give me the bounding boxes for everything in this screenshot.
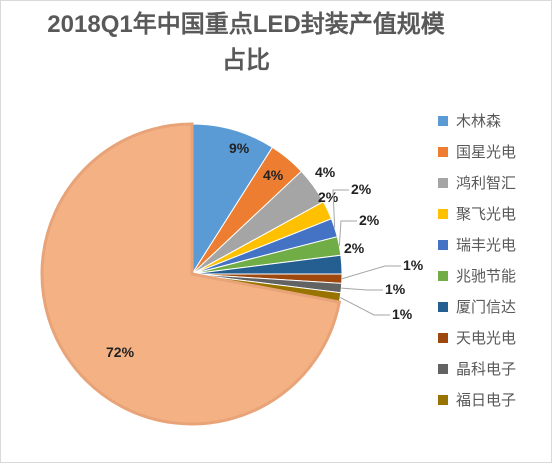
- legend-label: 木林森: [456, 112, 502, 130]
- legend-item: 兆驰节能: [438, 260, 550, 291]
- data-label-7: 2%: [344, 240, 365, 256]
- leader-line-5: [332, 189, 349, 228]
- legend-label: 兆驰节能: [456, 267, 517, 285]
- leader-line-6: [338, 220, 357, 246]
- leader-line-8: [341, 265, 401, 280]
- data-label-2: 4%: [263, 167, 284, 183]
- data-label-6: 2%: [359, 212, 380, 228]
- legend-swatch: [438, 239, 448, 250]
- data-label-3: 4%: [315, 164, 336, 180]
- data-label-4: 2%: [318, 189, 339, 205]
- legend-label: 瑞丰光电: [456, 236, 517, 254]
- legend-swatch: [438, 363, 448, 374]
- pie-chart: 9% 4% 4% 2% 2% 2% 2% 1% 1% 1% 72%: [40, 122, 424, 426]
- data-label-9: 1%: [385, 281, 406, 297]
- legend-item: 福日电子: [438, 384, 550, 415]
- legend-item: 厦门信达: [438, 291, 550, 322]
- legend: 木林森国星光电鸿利智汇聚飞光电瑞丰光电兆驰节能厦门信达天电光电晶科电子福日电子: [438, 105, 550, 415]
- legend-swatch: [438, 394, 448, 405]
- chart-title: 2018Q1年中国重点LED封装产值规模 占比: [11, 7, 481, 79]
- pie-slice-1: [191, 123, 274, 276]
- legend-label: 鸿利智汇: [456, 174, 517, 192]
- data-label-8: 1%: [403, 257, 424, 273]
- leader-line-9: [341, 287, 383, 291]
- legend-item: 鸿利智汇: [438, 167, 550, 198]
- pie-slice-11: [40, 122, 342, 426]
- legend-swatch: [438, 301, 448, 312]
- legend-item: 天电光电: [438, 322, 550, 353]
- legend-swatch: [438, 146, 448, 157]
- leader-line-10: [339, 297, 390, 316]
- legend-item: 国星光电: [438, 136, 550, 167]
- legend-label: 天电光电: [456, 329, 517, 347]
- chart-title-line2: 占比: [222, 47, 270, 74]
- legend-swatch: [438, 177, 448, 188]
- data-label-1: 9%: [229, 140, 250, 156]
- legend-label: 福日电子: [456, 391, 517, 409]
- legend-item: 瑞丰光电: [438, 229, 550, 260]
- legend-swatch: [438, 208, 448, 219]
- legend-item: 晶科电子: [438, 353, 550, 384]
- legend-swatch: [438, 115, 448, 126]
- legend-item: 聚飞光电: [438, 198, 550, 229]
- legend-label: 国星光电: [456, 143, 517, 161]
- legend-swatch: [438, 332, 448, 343]
- legend-label: 聚飞光电: [456, 205, 517, 223]
- data-label-11: 72%: [106, 344, 135, 360]
- legend-label: 晶科电子: [456, 360, 517, 378]
- legend-item: 木林森: [438, 105, 550, 136]
- chart-title-line1: 2018Q1年中国重点LED封装产值规模: [47, 11, 445, 38]
- legend-label: 厦门信达: [456, 298, 517, 316]
- legend-swatch: [438, 270, 448, 281]
- data-label-10: 1%: [392, 306, 413, 322]
- data-label-5: 2%: [351, 181, 372, 197]
